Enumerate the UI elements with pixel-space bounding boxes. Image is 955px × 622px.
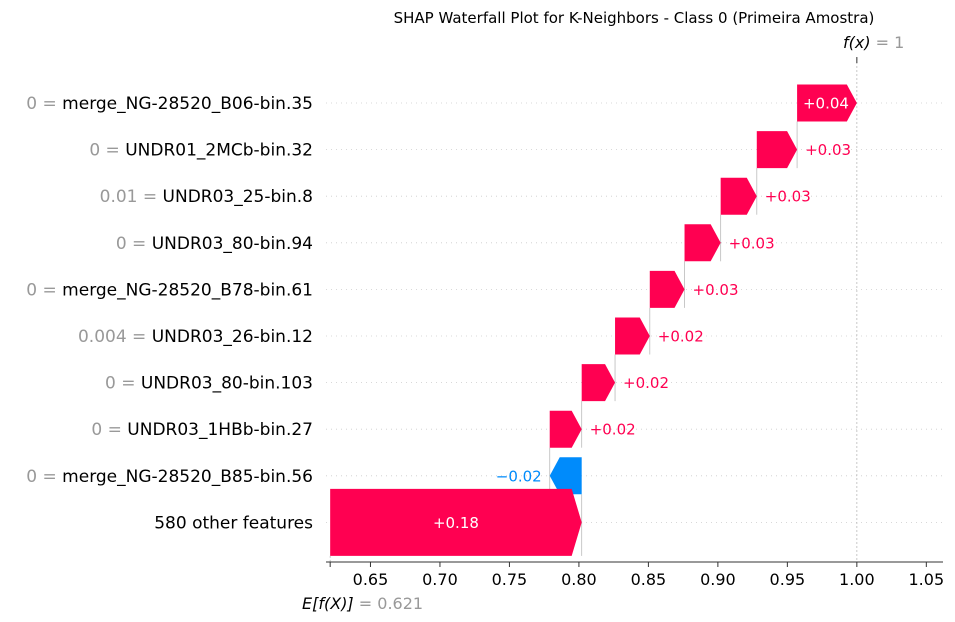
- feature-label: 0 = merge_NG-28520_B85-bin.56: [26, 467, 313, 487]
- feature-value: 0 =: [26, 280, 62, 300]
- feature-name: UNDR03_25-bin.8: [163, 187, 313, 207]
- x-tick-label: 0.80: [561, 570, 597, 589]
- bar-value-label: +0.02: [623, 374, 669, 392]
- feature-value: 0.004 =: [78, 327, 152, 347]
- x-tick-label: 0.85: [631, 570, 667, 589]
- x-tick-label: 0.95: [770, 570, 806, 589]
- feature-label: 0 = merge_NG-28520_B06-bin.35: [26, 94, 313, 114]
- feature-name: UNDR01_2MCb-bin.32: [125, 141, 313, 161]
- feature-name: merge_NG-28520_B78-bin.61: [62, 280, 313, 300]
- feature-label: 0 = UNDR03_1HBb-bin.27: [91, 420, 313, 440]
- feature-value: 0 =: [26, 94, 62, 114]
- bar-value-label: +0.03: [765, 188, 811, 206]
- x-axis: 0.65 0.70 0.75 0.80 0.85 0.90 0.95 1.00 1.05 E[f(…: [302, 561, 945, 613]
- bar-value-label: +0.04: [803, 95, 849, 113]
- output-value-label: f(x) = 1: [843, 33, 904, 52]
- output-value-text: = 1: [876, 33, 905, 52]
- waterfall-bar: [549, 410, 582, 448]
- waterfall-bar: [615, 317, 650, 355]
- output-value-name: f(x): [843, 33, 876, 52]
- x-tick-label: 1.05: [909, 570, 945, 589]
- base-value-label: E[f(X)] = 0.621: [302, 594, 423, 613]
- base-value-text: = 0.621: [359, 594, 423, 613]
- feature-label: 0.004 = UNDR03_26-bin.12: [78, 327, 313, 347]
- feature-value: 0 =: [26, 467, 62, 487]
- x-tick-label: 0.90: [700, 570, 736, 589]
- bar-value-label: +0.02: [658, 328, 704, 346]
- feature-value: 0 =: [116, 234, 152, 254]
- waterfall-bar: [684, 224, 721, 262]
- waterfall-bar: [720, 177, 757, 215]
- feature-name: merge_NG-28520_B06-bin.35: [62, 94, 313, 114]
- feature-label: 0 = UNDR03_80-bin.103: [105, 374, 313, 394]
- feature-name: 580 other features: [154, 513, 313, 533]
- feature-label: 0 = UNDR01_2MCb-bin.32: [89, 141, 313, 161]
- feature-name: UNDR03_80-bin.103: [141, 374, 313, 394]
- waterfall-bar: [581, 364, 616, 402]
- base-value-name: E[f(X)]: [302, 594, 359, 613]
- feature-label: 580 other features: [154, 513, 313, 533]
- bar-value-label: +0.18: [433, 514, 479, 532]
- waterfall-bar: [797, 84, 857, 122]
- feature-name: UNDR03_26-bin.12: [152, 327, 313, 347]
- waterfall-bar: [549, 457, 582, 495]
- row-gridlines: [326, 102, 943, 523]
- waterfall-bar: [756, 131, 798, 169]
- bars: +0.04 +0.03 +0.03 +0.03 +0.03 +0.02 +0.02 +0.02…: [330, 84, 857, 556]
- feature-label: 0 = merge_NG-28520_B78-bin.61: [26, 280, 313, 300]
- waterfall-bar: [330, 488, 582, 556]
- bar-value-label: +0.02: [590, 421, 636, 439]
- bar-value-label: +0.03: [729, 234, 775, 252]
- feature-name: UNDR03_80-bin.94: [152, 234, 313, 254]
- x-tick-label: 0.75: [492, 570, 528, 589]
- bar-value-label: +0.03: [805, 141, 851, 159]
- feature-value: 0 =: [105, 374, 141, 394]
- bar-value-label: +0.03: [693, 281, 739, 299]
- feature-label: 0 = UNDR03_80-bin.94: [116, 234, 313, 254]
- feature-label: 0.01 = UNDR03_25-bin.8: [100, 187, 313, 207]
- feature-value: 0 =: [91, 420, 127, 440]
- x-tick-label: 1.00: [839, 570, 875, 589]
- feature-name: UNDR03_1HBb-bin.27: [127, 420, 313, 440]
- x-tick-label: 0.65: [353, 570, 389, 589]
- feature-value: 0 =: [89, 141, 125, 161]
- connector-lines: [329, 58, 858, 562]
- feature-name: merge_NG-28520_B85-bin.56: [62, 467, 313, 487]
- waterfall-bar: [649, 270, 685, 308]
- feature-value: 0.01 =: [100, 187, 163, 207]
- output-value-marker: f(x) = 1: [843, 33, 904, 63]
- chart-title: SHAP Waterfall Plot for K-Neighbors - Cl…: [394, 9, 875, 27]
- bar-value-label: −0.02: [496, 467, 542, 485]
- y-axis-labels: 0 = merge_NG-28520_B06-bin.350 = UNDR01_…: [26, 94, 313, 533]
- x-tick-label: 0.70: [422, 570, 458, 589]
